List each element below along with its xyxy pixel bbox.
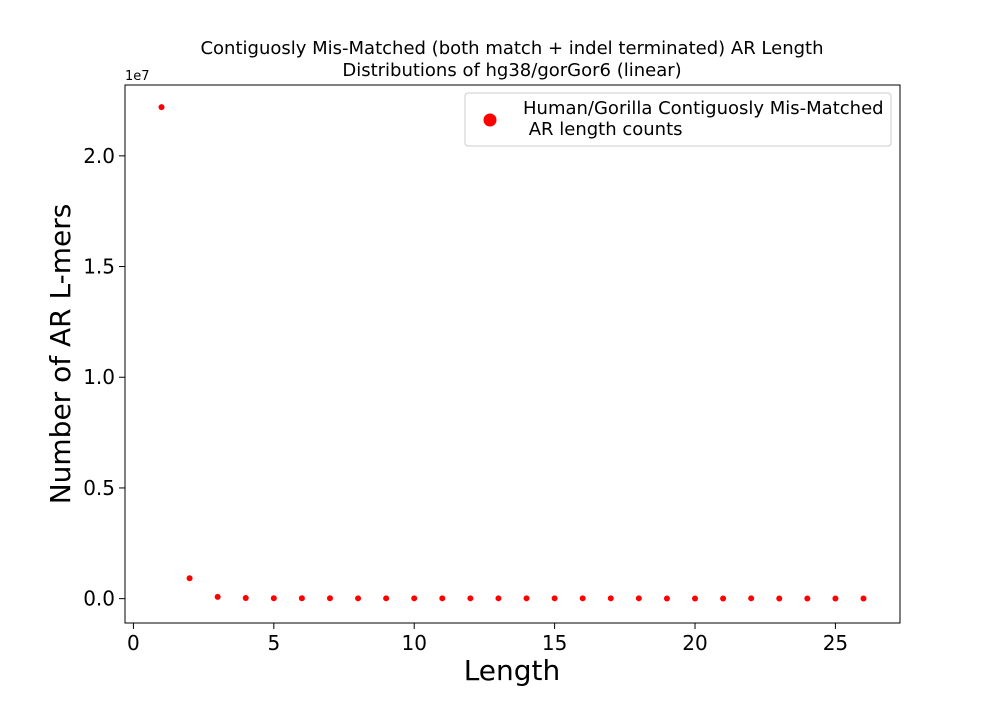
y-tick-label: 2.0 (83, 144, 115, 168)
data-point (355, 595, 362, 602)
data-point (214, 593, 221, 600)
x-tick-label: 0 (127, 631, 140, 655)
data-point (804, 595, 811, 602)
legend: Human/Gorilla Contiguosly Mis-Matched AR… (464, 92, 892, 147)
y-tick-label: 0.5 (83, 476, 115, 500)
data-point (383, 595, 390, 602)
data-point (579, 595, 586, 602)
data-point (298, 595, 305, 602)
data-point (551, 595, 558, 602)
data-point (495, 595, 502, 602)
data-point (776, 595, 783, 602)
legend-label-line-2: AR length counts (523, 119, 683, 140)
data-point (186, 575, 193, 582)
data-point (411, 595, 418, 602)
y-axis-exponent-label: 1e7 (125, 69, 150, 84)
data-point (635, 595, 642, 602)
axis-ticks: 0 5 10 15 20 25 0.0 0.5 1.0 1.5 2.0 (83, 144, 848, 655)
data-point (607, 595, 614, 602)
data-points (158, 104, 867, 602)
legend-label-line-1: Human/Gorilla Contiguosly Mis-Matched (523, 98, 884, 119)
data-point (720, 595, 727, 602)
data-point (692, 595, 699, 602)
y-axis-label: Number of AR L-mers (44, 204, 77, 505)
data-point (663, 595, 670, 602)
data-point (326, 595, 333, 602)
data-point (158, 104, 165, 111)
x-tick-label: 10 (401, 631, 426, 655)
legend-box (464, 92, 892, 147)
data-point (832, 595, 839, 602)
data-point (748, 595, 755, 602)
data-point (860, 595, 867, 602)
y-tick-label: 1.5 (83, 255, 115, 279)
y-tick-label: 0.0 (83, 587, 115, 611)
chart-title-line-2: Distributions of hg38/gorGor6 (linear) (342, 60, 681, 81)
data-point (270, 595, 277, 602)
x-tick-label: 25 (823, 631, 848, 655)
y-tick-label: 1.0 (83, 365, 115, 389)
data-point (523, 595, 530, 602)
x-axis-label: Length (464, 654, 561, 687)
x-tick-label: 5 (267, 631, 280, 655)
plot-area-frame (124, 84, 901, 624)
data-point (439, 595, 446, 602)
x-tick-label: 20 (682, 631, 707, 655)
chart-title-line-1: Contiguosly Mis-Matched (both match + in… (200, 38, 823, 59)
legend-marker (483, 113, 497, 127)
x-tick-label: 15 (542, 631, 567, 655)
data-point (242, 594, 249, 601)
data-point (467, 595, 474, 602)
